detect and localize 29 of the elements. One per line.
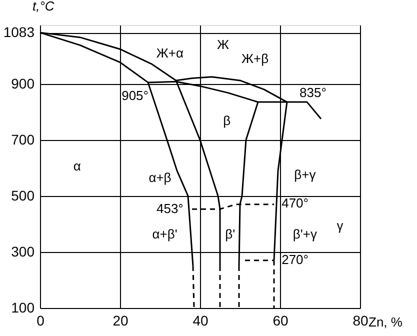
x-tick-label: 20 <box>112 312 128 328</box>
annotation: α+β' <box>152 226 178 242</box>
annotation: Ж+β <box>242 50 269 66</box>
y-tick-label: 900 <box>11 75 35 92</box>
annotation: α <box>73 158 82 174</box>
x-tick-label: 80 <box>352 312 368 328</box>
annotation: β'+γ <box>292 226 318 242</box>
annotation: α+β <box>148 170 172 185</box>
x-tick-label: 40 <box>192 312 208 328</box>
annotation: β' <box>225 226 236 242</box>
annotation: 270° <box>282 252 308 267</box>
y-tick-label: 100 <box>11 300 35 316</box>
annotation: γ <box>336 218 344 233</box>
annotation: 835° <box>300 84 326 100</box>
annotation: Ж+α <box>156 45 184 60</box>
x-tick-label: 0 <box>36 312 45 328</box>
y-axis-title: t,°C <box>32 0 55 14</box>
y-tick-label: 700 <box>11 131 35 148</box>
y-tick-label: 500 <box>11 187 35 204</box>
x-tick-label: 60 <box>272 312 288 328</box>
annotation: β+γ <box>294 166 316 182</box>
annotation: 453° <box>156 200 184 216</box>
annotation: 905° <box>122 88 148 103</box>
annotation: 470° <box>282 195 308 210</box>
y-tick-label: 1083 <box>3 24 35 40</box>
x-axis-title: Zn, % <box>368 314 403 330</box>
annotation: Ж <box>217 36 230 52</box>
annotation: β <box>223 113 231 128</box>
y-tick-label: 300 <box>11 243 35 260</box>
